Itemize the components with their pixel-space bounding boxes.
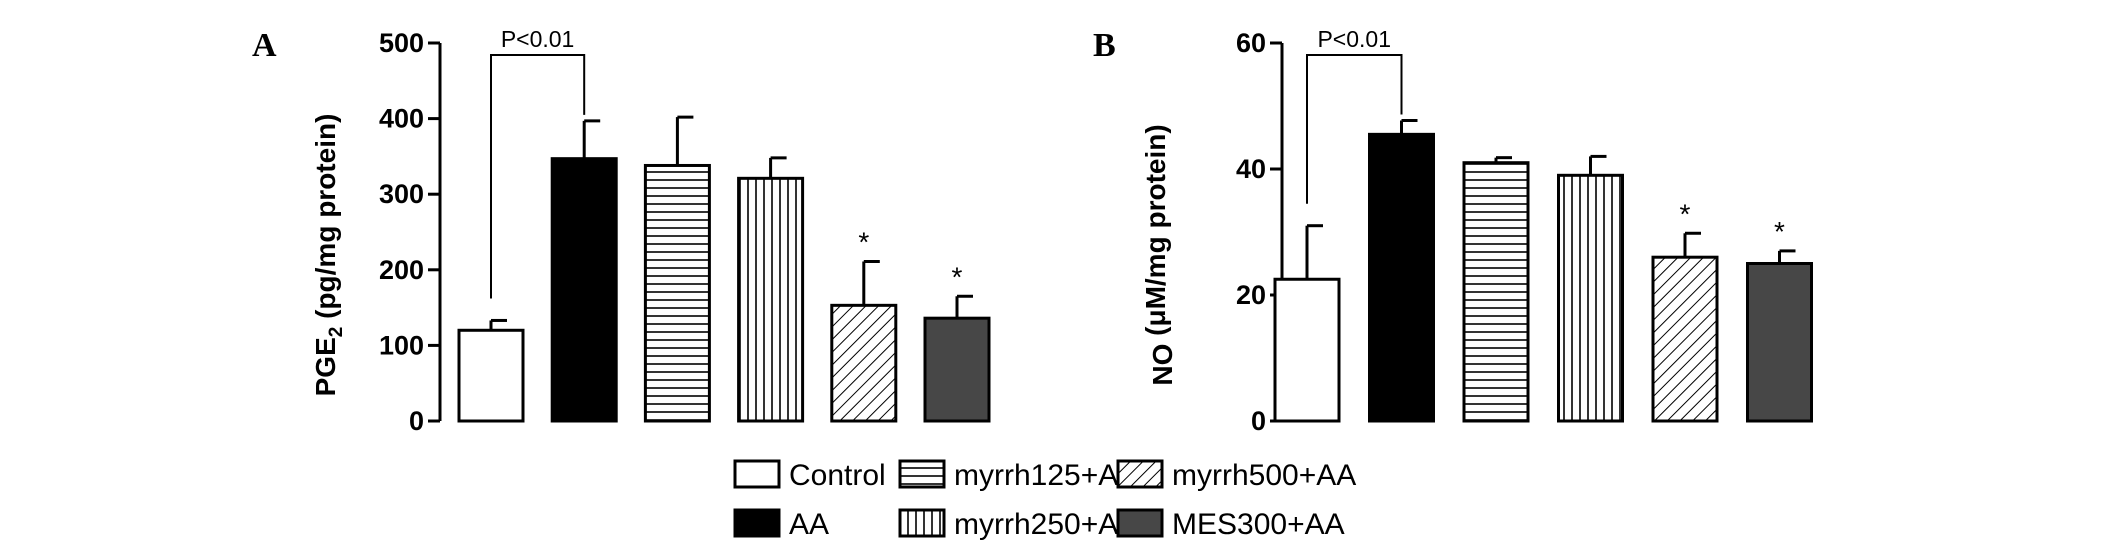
y-tick-label: 100	[379, 330, 424, 360]
legend-item: MES300+AA	[1116, 508, 1345, 541]
y-axis-label-rest: (pg/mg protein)	[310, 114, 341, 327]
significance-star: *	[1680, 198, 1691, 229]
y-axis-label-rest: (μM/mg protein)	[1140, 124, 1171, 343]
y-tick-label: 400	[379, 104, 424, 134]
legend-swatch	[1116, 459, 1164, 489]
y-axis-label-sub: 2	[326, 327, 347, 338]
bar	[1462, 161, 1530, 423]
legend-swatch	[898, 508, 946, 538]
legend-label: Control	[789, 459, 886, 492]
bar	[830, 303, 898, 423]
bar	[1557, 173, 1624, 423]
panel-letter: B	[1093, 27, 1116, 64]
bar	[923, 316, 991, 423]
y-tick-label: 20	[1236, 280, 1266, 310]
y-tick-label: 500	[379, 28, 424, 58]
significance-label: P<0.01	[501, 26, 575, 52]
y-axis-label-main: NO	[1147, 344, 1178, 386]
bar	[1368, 132, 1435, 423]
significance-bracket	[1306, 54, 1403, 204]
legend-item: Control	[733, 459, 886, 492]
legend-label: myrrh250+AA	[954, 508, 1138, 541]
panel-letter: A	[252, 27, 277, 64]
significance-bracket	[490, 54, 586, 299]
legend-label: AA	[789, 508, 829, 541]
bar	[550, 157, 618, 423]
svg-text:NO (μM/mg protein): NO (μM/mg protein)	[1140, 124, 1178, 385]
legend-swatch	[898, 459, 946, 489]
bar	[1273, 277, 1341, 423]
legend-item: myrrh125+AA	[898, 459, 1138, 492]
panel-b-chart: B NO (μM/mg protein) 0 20 40 60 * * P<0.01	[1093, 26, 1813, 436]
panel-a-chart: A PGE2 (pg/mg protein) 0 100 200 300 400 500 *…	[252, 26, 991, 436]
legend-label: myrrh125+AA	[954, 459, 1138, 492]
legend-swatch	[733, 508, 781, 538]
legend-swatch	[733, 459, 781, 489]
legend-item: myrrh250+AA	[898, 508, 1138, 541]
svg-text:PGE2 (pg/mg protein): PGE2 (pg/mg protein)	[310, 114, 347, 397]
legend-item: myrrh500+AA	[1116, 459, 1356, 492]
bar	[737, 176, 805, 423]
bar	[1651, 255, 1719, 423]
y-tick-label: 0	[1251, 406, 1266, 436]
y-axis-label-main: PGE	[310, 337, 341, 396]
legend-label: MES300+AA	[1172, 508, 1345, 541]
legend-swatch	[1116, 508, 1164, 538]
significance-star: *	[858, 226, 869, 257]
y-tick-label: 60	[1236, 28, 1266, 58]
y-tick-label: 200	[379, 255, 424, 285]
y-axis-label: PGE2 (pg/mg protein)	[310, 114, 347, 397]
y-tick-label: 40	[1236, 154, 1266, 184]
bar	[457, 328, 525, 423]
significance-star: *	[1774, 216, 1785, 247]
legend-label: myrrh500+AA	[1172, 459, 1356, 492]
significance-star: *	[952, 261, 963, 292]
legend-item: AA	[733, 508, 829, 541]
y-axis-label: NO (μM/mg protein)	[1140, 124, 1178, 385]
legend: Control AA myrrh125+AA myrrh250+AA myrrh500+…	[733, 459, 1356, 541]
bar	[643, 163, 711, 423]
y-tick-label: 300	[379, 179, 424, 209]
y-tick-label: 0	[409, 406, 424, 436]
bar	[1746, 262, 1813, 423]
significance-label: P<0.01	[1317, 26, 1391, 52]
